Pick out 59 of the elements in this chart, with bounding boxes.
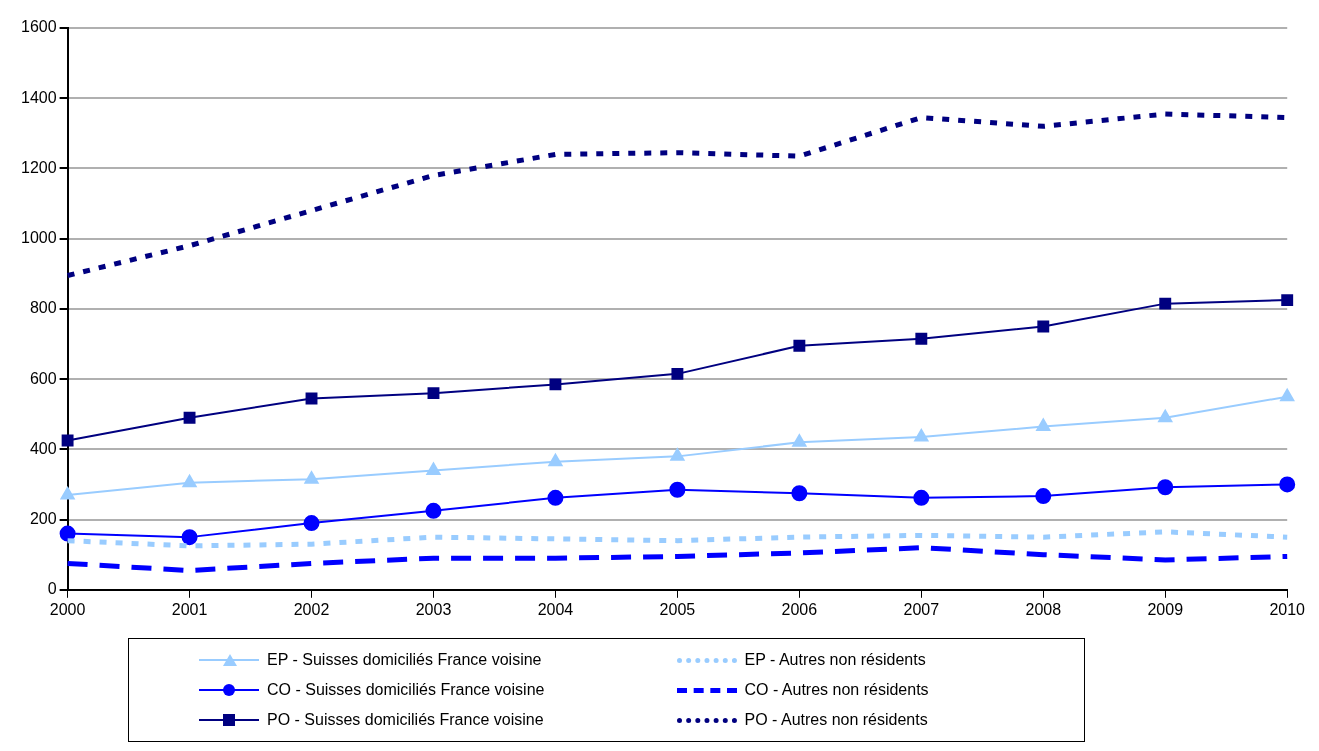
point: [305, 392, 318, 405]
point: [914, 429, 929, 442]
point: [671, 367, 684, 380]
point: [426, 462, 441, 475]
point: [792, 434, 807, 447]
y-tick-label: 1600: [21, 18, 57, 36]
point: [549, 378, 562, 391]
point: [1037, 320, 1050, 333]
point: [1279, 476, 1296, 493]
x-tick-label: 2000: [49, 600, 86, 618]
x-tick-label: 2002: [293, 600, 330, 618]
point: [793, 339, 806, 352]
legend-label: CO - Suisses domiciliés France voisine: [267, 681, 545, 699]
legend-label: PO - Autres non résidents: [744, 711, 928, 729]
y-tick-label: 1000: [21, 229, 57, 247]
point: [791, 485, 808, 502]
point: [60, 487, 75, 500]
y-tick-label: 1400: [21, 88, 57, 106]
point: [183, 411, 196, 424]
point: [547, 489, 564, 506]
point: [670, 448, 685, 461]
point: [913, 489, 930, 506]
x-tick-label: 2006: [781, 600, 818, 618]
x-tick-label: 2004: [537, 600, 574, 618]
x-tick-label: 2005: [659, 600, 696, 618]
x-tick-label: 2009: [1147, 600, 1184, 618]
point: [303, 515, 320, 532]
legend-label: CO - Autres non résidents: [744, 681, 929, 699]
y-tick-label: 0: [47, 580, 57, 598]
x-tick-label: 2003: [415, 600, 452, 618]
point: [181, 529, 198, 546]
point: [304, 471, 319, 484]
point: [1159, 297, 1172, 310]
x-tick-label: 2007: [903, 600, 940, 618]
point: [915, 332, 928, 345]
y-tick-label: 800: [29, 299, 57, 317]
y-tick-label: 600: [29, 369, 57, 387]
x-tick-label: 2001: [171, 600, 208, 618]
point: [1280, 388, 1295, 402]
point: [427, 387, 440, 400]
point: [1157, 479, 1174, 496]
y-tick-label: 1200: [21, 158, 57, 176]
x-tick-label: 2008: [1025, 600, 1062, 618]
y-tick-label: 200: [29, 509, 57, 527]
point: [182, 474, 197, 488]
point: [1281, 294, 1294, 307]
point: [1035, 488, 1052, 505]
x-tick-label: 2010: [1269, 600, 1306, 618]
legend-label: EP - Autres non résidents: [744, 651, 926, 669]
point: [669, 481, 686, 498]
point: [61, 434, 74, 447]
point: [425, 502, 442, 519]
point: [59, 525, 76, 542]
point: [1158, 409, 1173, 423]
legend-label: EP - Suisses domiciliés France voisine: [267, 651, 542, 669]
y-tick-label: 400: [29, 439, 57, 457]
point: [1036, 418, 1051, 432]
point: [548, 453, 563, 467]
legend-label: PO - Suisses domiciliés France voisine: [267, 711, 544, 729]
